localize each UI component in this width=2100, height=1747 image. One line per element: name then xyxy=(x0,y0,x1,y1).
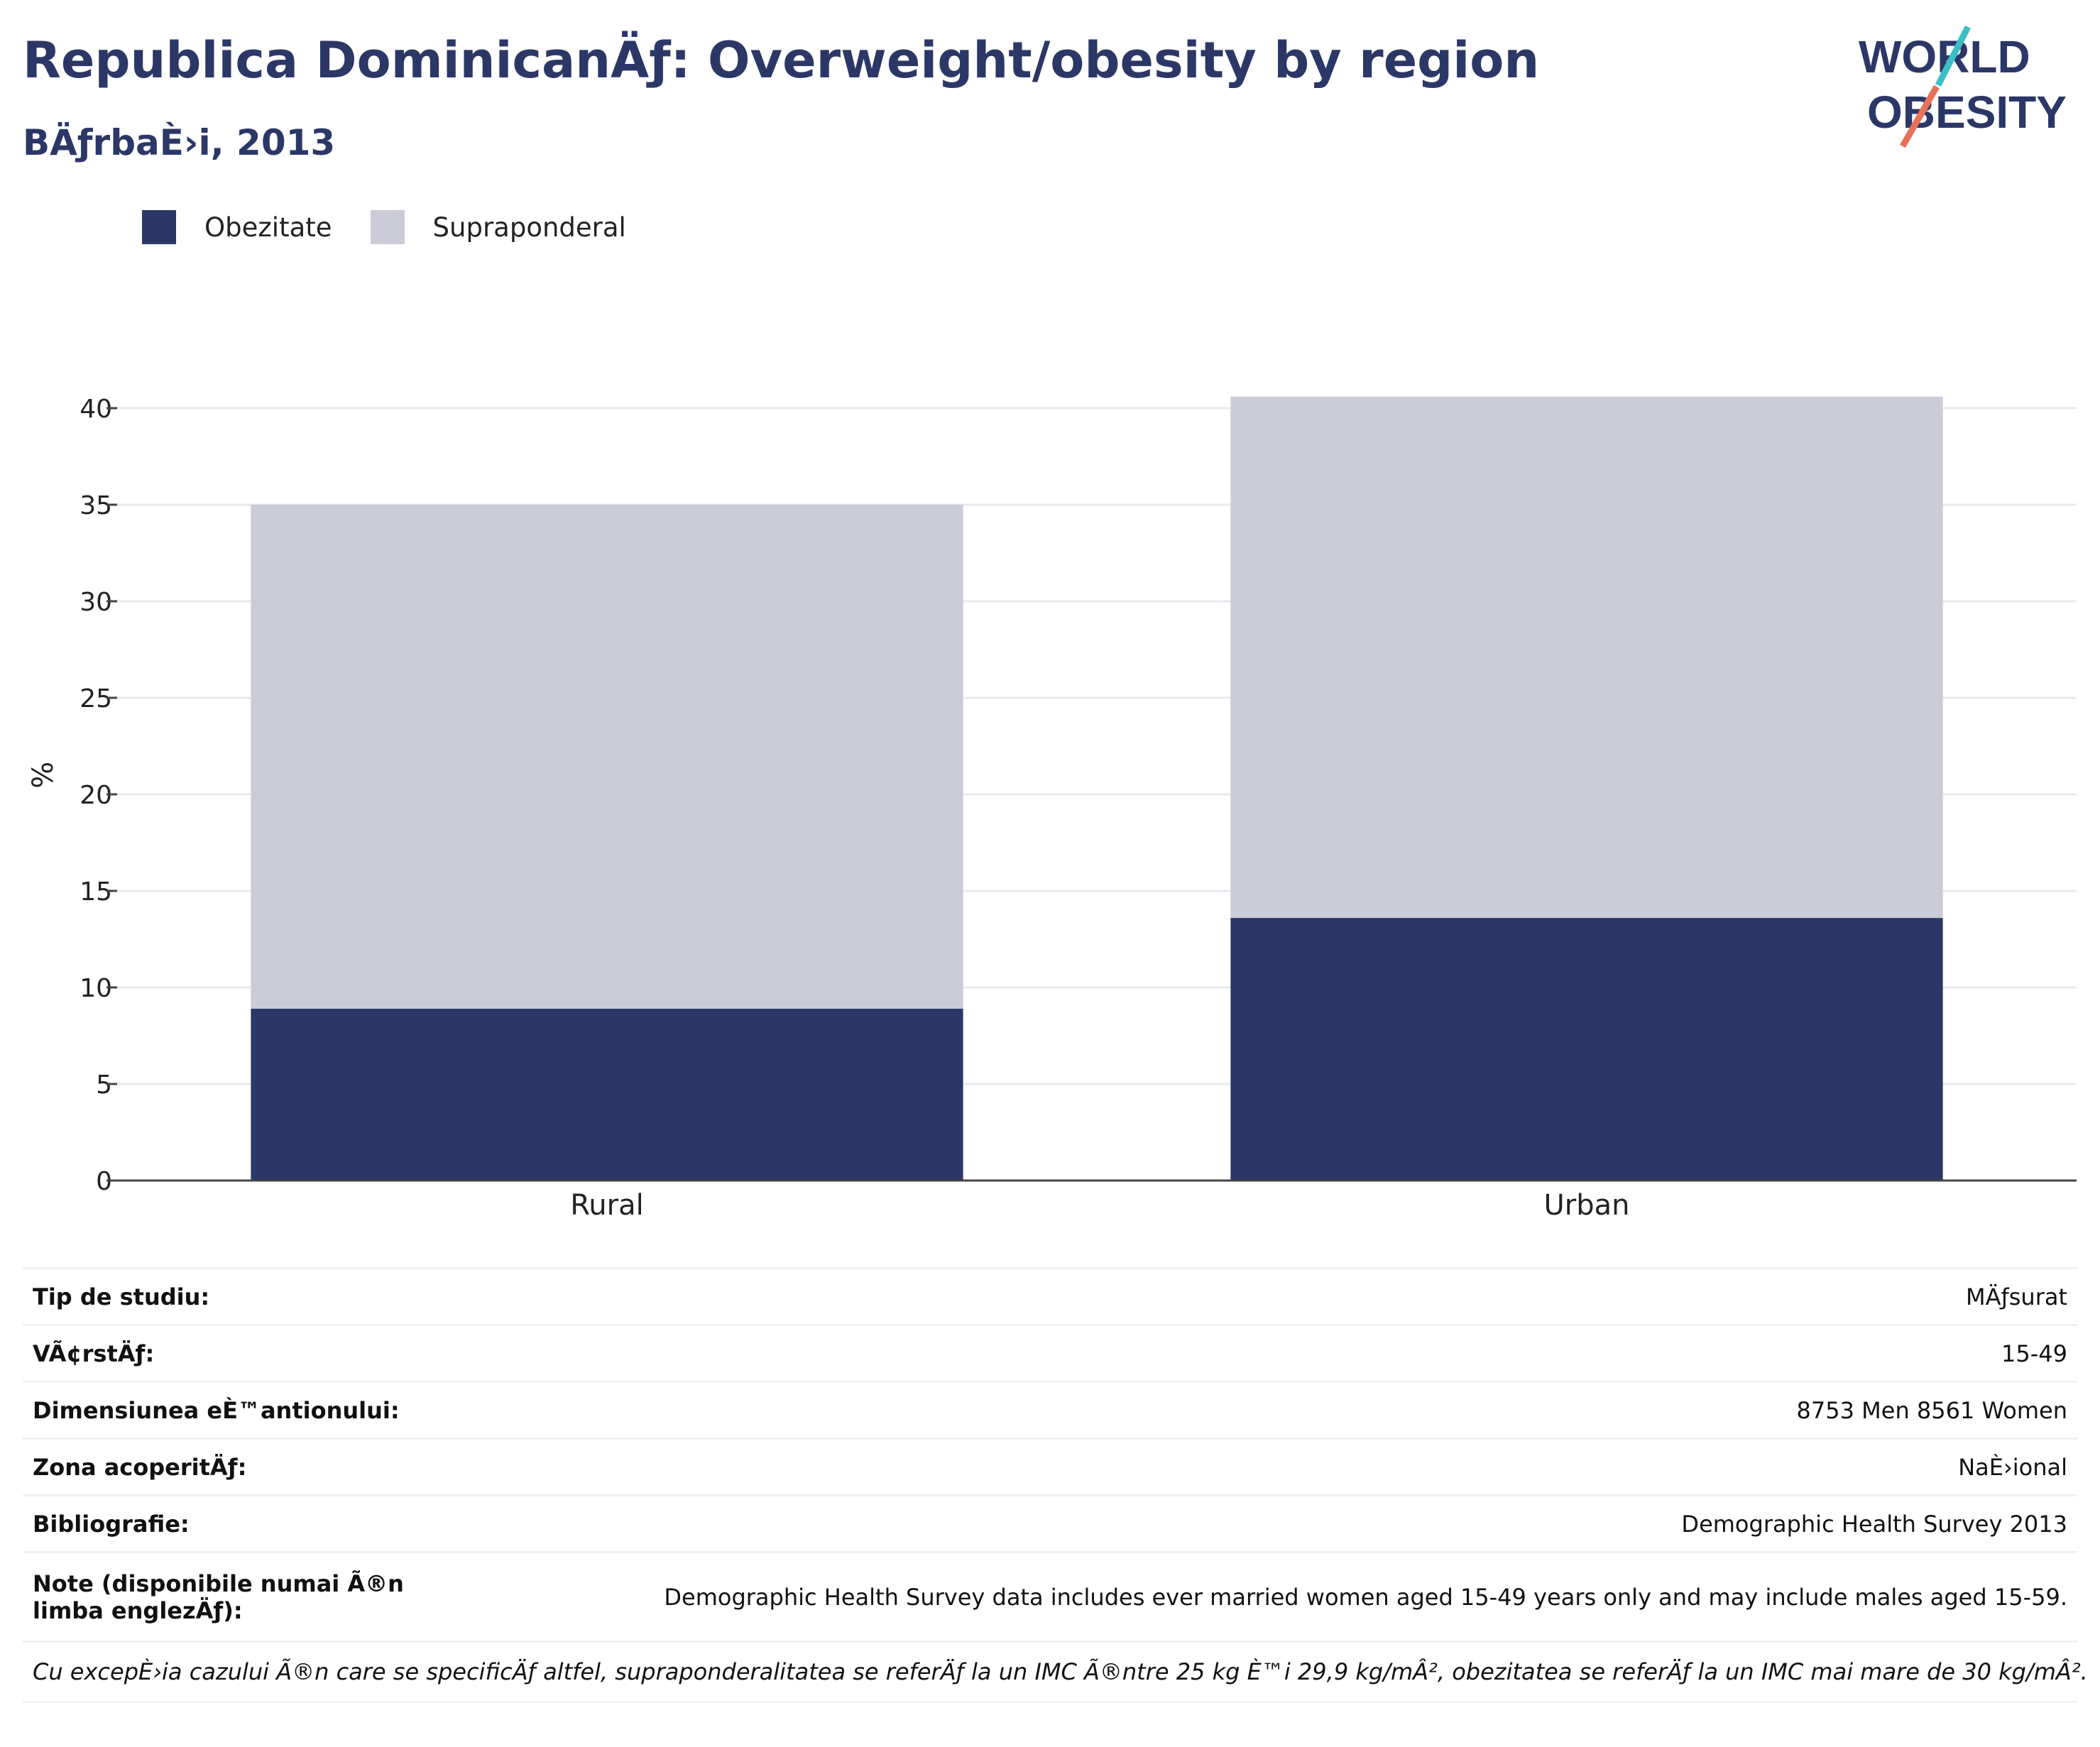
info-label: VÃ¢rstÄƒ: xyxy=(33,1340,155,1367)
info-row-age: VÃ¢rstÄƒ: 15-49 xyxy=(23,1324,2077,1381)
legend-item-overweight: Supraponderal xyxy=(370,210,626,244)
info-value: MÄƒsurat xyxy=(1965,1283,2067,1310)
info-row-sample-size: Dimensiunea eÈ™antionului: 8753 Men 8561… xyxy=(23,1381,2077,1437)
info-value: Demographic Health Survey 2013 xyxy=(1681,1510,2067,1538)
legend-label-overweight: Supraponderal xyxy=(432,212,626,243)
info-label: Dimensiunea eÈ™antionului: xyxy=(33,1396,400,1424)
legend-swatch-obesity xyxy=(142,210,176,244)
x-tick-label: Rural xyxy=(570,1189,643,1222)
page-subtitle: BÄƒrbaÈ›i, 2013 xyxy=(23,122,336,163)
world-obesity-logo: WORLD OBESITY xyxy=(1859,25,2067,148)
info-row-area-covered: Zona acoperitÄƒ: NaÈ›ional xyxy=(23,1437,2077,1494)
info-value: Demographic Health Survey data includes … xyxy=(664,1583,2067,1611)
bar-overweight xyxy=(251,505,963,1009)
bar-obesity xyxy=(1230,918,1943,1181)
info-row-references: Bibliografie: Demographic Health Survey … xyxy=(23,1494,2077,1551)
info-table: Tip de studiu: MÄƒsurat VÃ¢rstÄƒ: 15-49 … xyxy=(23,1267,2088,1703)
info-value: 8753 Men 8561 Women xyxy=(1796,1396,2067,1424)
legend-item-obesity: Obezitate xyxy=(142,210,332,244)
logo-slash-coral xyxy=(1900,84,1940,148)
info-label: Zona acoperitÄƒ: xyxy=(33,1453,247,1481)
page-title: Republica DominicanÄƒ: Overweight/obesit… xyxy=(23,31,1540,89)
bar-obesity xyxy=(251,1008,963,1181)
y-axis-label: % xyxy=(27,762,60,789)
info-label: Note (disponibile numai Ã®n limba englez… xyxy=(33,1570,404,1624)
info-label: Tip de studiu: xyxy=(33,1283,210,1310)
bar-overweight xyxy=(1230,396,1943,919)
x-tick-label: Urban xyxy=(1544,1189,1630,1222)
chart-legend: Obezitate Supraponderal xyxy=(142,210,665,244)
info-row-study-type: Tip de studiu: MÄƒsurat xyxy=(23,1267,2077,1324)
info-label: Bibliografie: xyxy=(33,1510,190,1538)
logo-word-obesity: OBESITY xyxy=(1867,87,2067,138)
logo-slash-teal xyxy=(1935,25,1972,87)
info-row-notes: Note (disponibile numai Ã®n limba englez… xyxy=(23,1551,2077,1641)
legend-swatch-overweight xyxy=(370,210,405,244)
info-value: 15-49 xyxy=(2001,1340,2067,1367)
footnote: Cu excepÈ›ia cazului Ã®n care se specifi… xyxy=(23,1641,2088,1703)
y-tick-label: 5 xyxy=(96,1070,112,1100)
info-value: NaÈ›ional xyxy=(1958,1453,2067,1481)
legend-label-obesity: Obezitate xyxy=(204,212,332,243)
y-tick-label: 0 xyxy=(96,1167,112,1196)
